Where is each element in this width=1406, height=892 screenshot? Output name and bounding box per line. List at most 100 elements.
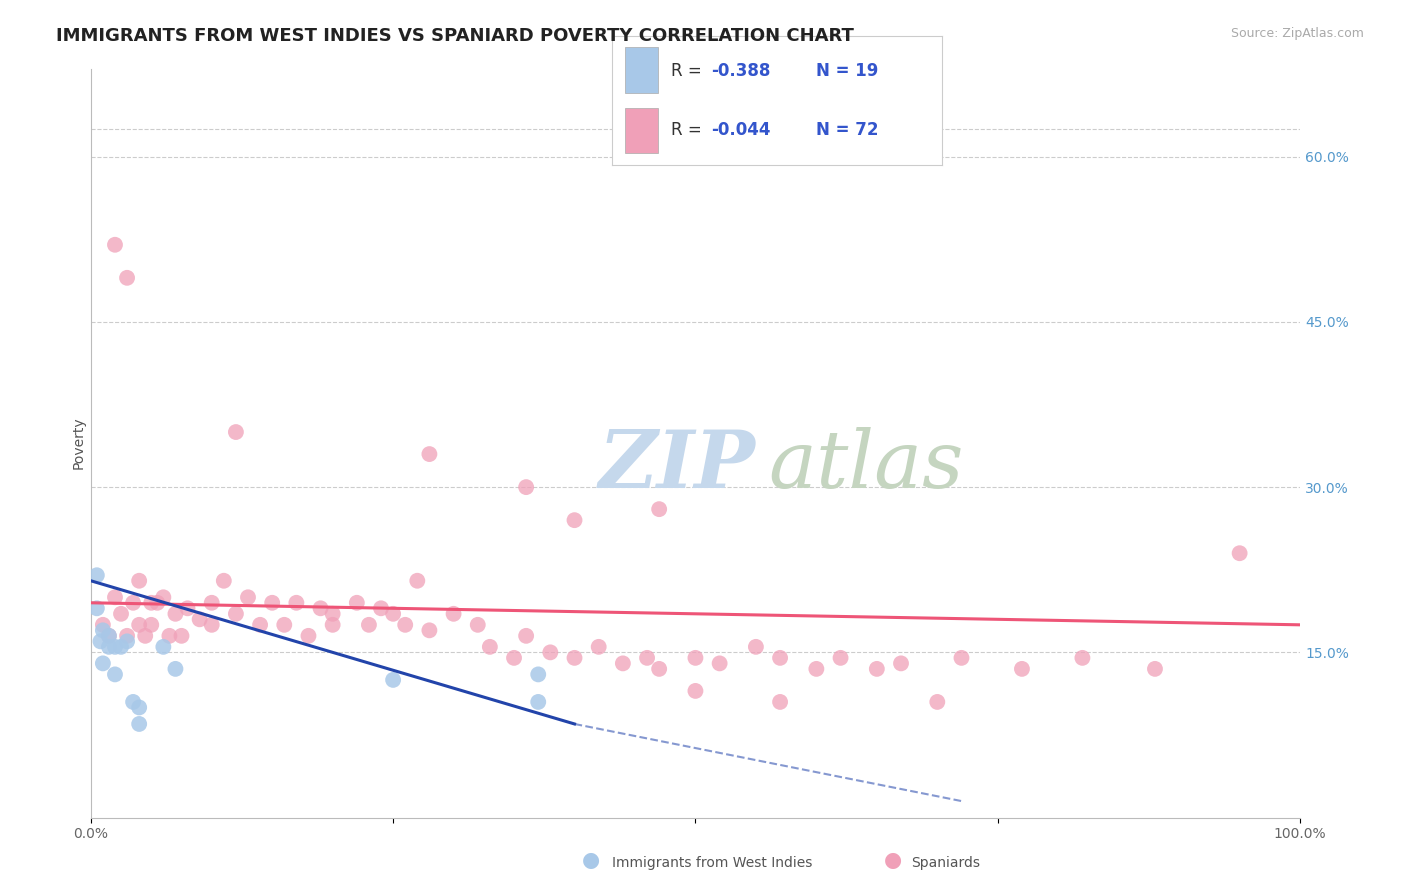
Text: IMMIGRANTS FROM WEST INDIES VS SPANIARD POVERTY CORRELATION CHART: IMMIGRANTS FROM WEST INDIES VS SPANIARD …	[56, 27, 853, 45]
Point	[152, 640, 174, 654]
Point	[382, 673, 405, 687]
Point	[769, 695, 792, 709]
Point	[515, 629, 537, 643]
Point	[91, 624, 114, 638]
Point	[588, 640, 610, 654]
Point	[1229, 546, 1251, 560]
Point	[564, 651, 586, 665]
Point	[134, 629, 156, 643]
Point	[443, 607, 465, 621]
Point	[769, 651, 792, 665]
Point	[890, 657, 912, 671]
Text: N = 19: N = 19	[817, 62, 879, 79]
Point	[236, 591, 259, 605]
Point	[394, 617, 416, 632]
Point	[201, 596, 224, 610]
Point	[418, 447, 440, 461]
Point	[86, 568, 108, 582]
Point	[685, 684, 707, 698]
Point	[527, 695, 550, 709]
Point	[97, 640, 120, 654]
Point	[648, 502, 671, 516]
Point	[612, 657, 634, 671]
Point	[538, 645, 561, 659]
Point	[709, 657, 731, 671]
Point	[745, 640, 768, 654]
Point	[128, 700, 150, 714]
Point	[201, 617, 224, 632]
Point	[1011, 662, 1033, 676]
Point	[225, 607, 247, 621]
Point	[382, 607, 405, 621]
Point	[418, 624, 440, 638]
Point	[478, 640, 501, 654]
Text: Source: ZipAtlas.com: Source: ZipAtlas.com	[1230, 27, 1364, 40]
Point	[346, 596, 368, 610]
Point	[322, 607, 344, 621]
Point	[297, 629, 319, 643]
Point	[225, 425, 247, 439]
Point	[262, 596, 284, 610]
Text: -0.044: -0.044	[710, 121, 770, 139]
Point	[146, 596, 169, 610]
Point	[1071, 651, 1094, 665]
Point	[104, 591, 127, 605]
Point	[110, 607, 132, 621]
Point	[212, 574, 235, 588]
Point	[115, 629, 138, 643]
Point	[152, 591, 174, 605]
Text: R =: R =	[671, 121, 707, 139]
Point	[115, 270, 138, 285]
Point	[157, 629, 180, 643]
Text: atlas: atlas	[768, 426, 963, 504]
Point	[110, 640, 132, 654]
Point	[165, 607, 187, 621]
Point	[104, 237, 127, 252]
Point	[176, 601, 198, 615]
Point	[830, 651, 852, 665]
Point	[128, 717, 150, 731]
Point	[636, 651, 658, 665]
Point	[527, 667, 550, 681]
Point	[89, 634, 111, 648]
Point	[648, 662, 671, 676]
Point	[249, 617, 271, 632]
Text: N = 72: N = 72	[817, 121, 879, 139]
Point	[1143, 662, 1166, 676]
Point	[141, 596, 163, 610]
Point	[122, 596, 145, 610]
Point	[141, 617, 163, 632]
Point	[564, 513, 586, 527]
Text: R =: R =	[671, 62, 707, 79]
Point	[128, 574, 150, 588]
Point	[115, 634, 138, 648]
Point	[97, 629, 120, 643]
Point	[128, 617, 150, 632]
Text: Immigrants from West Indies: Immigrants from West Indies	[612, 855, 813, 870]
Point	[122, 695, 145, 709]
Point	[273, 617, 295, 632]
Bar	[624, 108, 658, 153]
Point	[357, 617, 380, 632]
Text: -0.388: -0.388	[710, 62, 770, 79]
Point	[285, 596, 308, 610]
Point	[188, 612, 211, 626]
Point	[515, 480, 537, 494]
Point	[370, 601, 392, 615]
Point	[91, 617, 114, 632]
Point	[406, 574, 429, 588]
Point	[806, 662, 828, 676]
Text: ●: ●	[582, 850, 599, 870]
Y-axis label: Poverty: Poverty	[72, 417, 86, 469]
Text: ZIP: ZIP	[599, 426, 755, 504]
Point	[322, 617, 344, 632]
Point	[104, 667, 127, 681]
Point	[685, 651, 707, 665]
Point	[165, 662, 187, 676]
Bar	[624, 47, 658, 93]
Point	[104, 640, 127, 654]
Point	[309, 601, 332, 615]
Point	[503, 651, 526, 665]
Point	[866, 662, 889, 676]
Point	[91, 657, 114, 671]
